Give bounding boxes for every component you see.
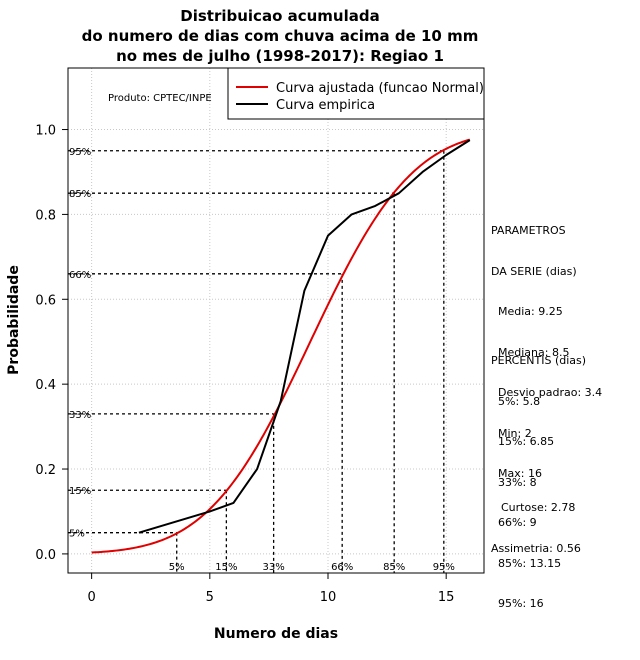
- legend-box: [227, 67, 485, 120]
- percentis-heading: PERCENTIS (dias): [491, 354, 587, 367]
- y-tick-label-0: 0.0: [35, 548, 56, 563]
- y-tick-label-1: 0.2: [35, 463, 56, 478]
- percentile-x-label-4: 85%: [383, 562, 405, 573]
- percentile-x-label-2: 33%: [263, 562, 285, 573]
- percentis-p85: 85%: 13.15: [498, 556, 562, 570]
- percentis-p33: 33%: 8: [498, 475, 537, 489]
- x-tick-label-3: 15: [438, 590, 455, 605]
- parametros-panel: PARAMETROS DA SERIE (dias) Media: 9.25 M…: [491, 197, 602, 494]
- percentile-y-label-0: 5%: [69, 529, 85, 540]
- assimetria-value: Assimetria: 0.56: [491, 541, 581, 555]
- legend-label-fitted: Curva ajustada (funcao Normal): [276, 81, 484, 96]
- percentis-p95: 95%: 16: [498, 597, 544, 610]
- percentile-y-label-4: 85%: [69, 189, 91, 200]
- plot-frame: [67, 67, 485, 574]
- empirical-curve: [138, 139, 471, 534]
- parametros-heading-1: PARAMETROS: [491, 224, 566, 237]
- y-tick-label-2: 0.4: [35, 378, 56, 393]
- legend-label-empirical: Curva empirica: [276, 98, 375, 113]
- shape-panel: Curtose: 2.78 Assimetria: 0.56: [491, 474, 581, 569]
- x-axis-title: Numero de dias: [214, 626, 338, 642]
- percentile-y-label-5: 95%: [69, 147, 91, 158]
- percentis-panel: PERCENTIS (dias) 5%: 5.8 15%: 6.85 33%: …: [491, 327, 586, 624]
- percentile-y-label-3: 66%: [69, 270, 91, 281]
- y-tick-label-5: 1.0: [35, 124, 56, 139]
- percentile-y-label-1: 15%: [69, 486, 91, 497]
- percentile-y-label-2: 33%: [69, 410, 91, 421]
- x-tick-label-2: 10: [320, 590, 337, 605]
- percentile-x-label-3: 66%: [331, 562, 353, 573]
- parametros-mediana: Mediana: 8.5: [498, 345, 570, 359]
- y-axis-title: Probabilidade: [6, 265, 22, 375]
- x-tick-label-1: 5: [206, 590, 214, 605]
- chart-title-line-2: do numero de dias com chuva acima de 10 …: [81, 27, 479, 45]
- curtose-value: Curtose: 2.78: [501, 501, 576, 514]
- percentis-p15: 15%: 6.85: [498, 435, 555, 448]
- percentis-p66: 66%: 9: [498, 516, 537, 529]
- parametros-heading-2: DA SERIE (dias): [491, 264, 577, 278]
- parametros-max: Max: 16: [498, 467, 542, 480]
- x-tick-label-0: 0: [87, 590, 95, 605]
- y-tick-label-3: 0.6: [35, 293, 56, 308]
- chart-title-line-3: no mes de julho (1998-2017): Regiao 1: [116, 47, 444, 65]
- percentis-p5: 5%: 5.8: [498, 394, 541, 408]
- parametros-media: Media: 9.25: [498, 305, 563, 318]
- parametros-desvio: Desvio padrao: 3.4: [498, 386, 603, 399]
- percentile-x-label-5: 95%: [433, 562, 455, 573]
- percentile-x-label-1: 15%: [215, 562, 237, 573]
- y-tick-label-4: 0.8: [35, 208, 56, 223]
- chart-title-line-1: Distribuicao acumulada: [180, 7, 380, 25]
- percentile-x-label-0: 5%: [169, 562, 185, 573]
- parametros-min: Min: 2: [498, 426, 532, 440]
- producer-note: Produto: CPTEC/INPE: [108, 93, 212, 104]
- legend: Curva ajustada (funcao Normal) Curva emp…: [227, 67, 485, 120]
